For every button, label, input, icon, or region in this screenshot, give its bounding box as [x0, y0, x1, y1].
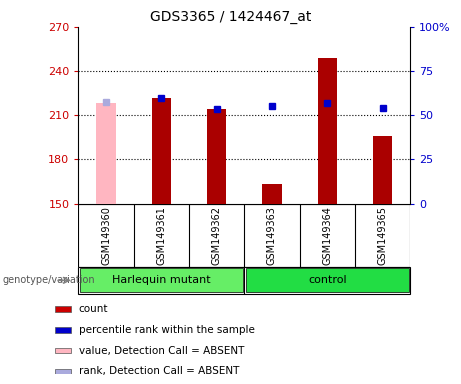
Text: GSM149364: GSM149364	[322, 206, 332, 265]
Text: value, Detection Call = ABSENT: value, Detection Call = ABSENT	[79, 346, 244, 356]
Text: Harlequin mutant: Harlequin mutant	[112, 275, 211, 285]
Bar	[246, 268, 408, 292]
Text: GSM149361: GSM149361	[156, 206, 166, 265]
Bar	[318, 58, 337, 204]
Text: GSM149360: GSM149360	[101, 206, 111, 265]
Bar	[55, 369, 71, 374]
Bar	[55, 348, 71, 353]
Bar	[55, 327, 71, 333]
Text: GSM149365: GSM149365	[378, 206, 388, 265]
Bar	[96, 103, 116, 204]
Bar	[262, 184, 282, 204]
Text: GDS3365 / 1424467_at: GDS3365 / 1424467_at	[150, 10, 311, 23]
Text: GSM149362: GSM149362	[212, 206, 222, 265]
Text: count: count	[79, 304, 108, 314]
Text: control: control	[308, 275, 347, 285]
Bar	[207, 109, 226, 204]
Bar	[55, 306, 71, 312]
Bar	[373, 136, 392, 204]
Bar	[80, 268, 242, 292]
Text: genotype/variation: genotype/variation	[2, 275, 95, 285]
Text: GSM149363: GSM149363	[267, 206, 277, 265]
Text: percentile rank within the sample: percentile rank within the sample	[79, 325, 255, 335]
Text: rank, Detection Call = ABSENT: rank, Detection Call = ABSENT	[79, 366, 239, 376]
Bar	[152, 98, 171, 204]
